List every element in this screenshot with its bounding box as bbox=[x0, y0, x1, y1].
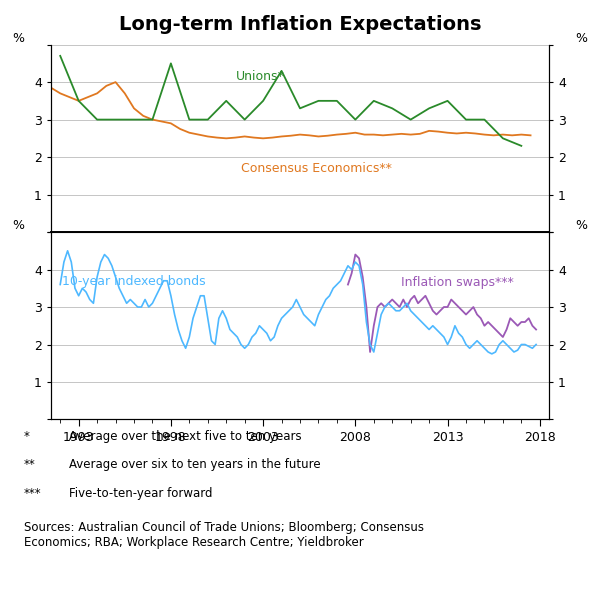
Text: **: ** bbox=[24, 458, 36, 471]
Text: %: % bbox=[575, 219, 587, 232]
Text: Inflation swaps***: Inflation swaps*** bbox=[401, 277, 514, 289]
Text: Average over six to ten years in the future: Average over six to ten years in the fut… bbox=[69, 458, 320, 471]
Text: Unions*: Unions* bbox=[235, 70, 284, 83]
Text: *: * bbox=[24, 430, 30, 443]
Text: 10-year indexed bonds: 10-year indexed bonds bbox=[62, 274, 206, 287]
Text: Five-to-ten-year forward: Five-to-ten-year forward bbox=[69, 487, 212, 500]
Text: %: % bbox=[13, 32, 25, 45]
Text: Long-term Inflation Expectations: Long-term Inflation Expectations bbox=[119, 15, 481, 34]
Text: Consensus Economics**: Consensus Economics** bbox=[241, 162, 392, 175]
Text: Average over the next five to ten years: Average over the next five to ten years bbox=[69, 430, 302, 443]
Text: %: % bbox=[575, 32, 587, 45]
Text: ***: *** bbox=[24, 487, 41, 500]
Text: Sources: Australian Council of Trade Unions; Bloomberg; Consensus
Economics; RBA: Sources: Australian Council of Trade Uni… bbox=[24, 521, 424, 549]
Text: %: % bbox=[13, 219, 25, 232]
